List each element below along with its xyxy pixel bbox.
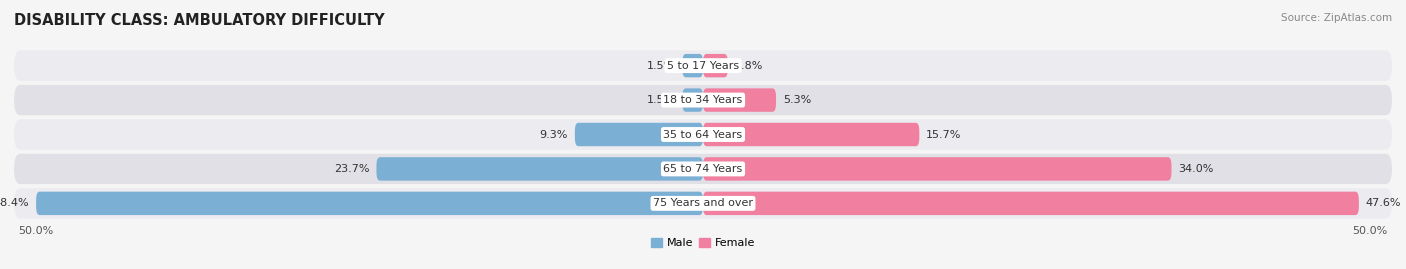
Text: Source: ZipAtlas.com: Source: ZipAtlas.com [1281, 13, 1392, 23]
Text: 75 Years and over: 75 Years and over [652, 198, 754, 208]
FancyBboxPatch shape [703, 123, 920, 146]
Text: 5 to 17 Years: 5 to 17 Years [666, 61, 740, 71]
Text: DISABILITY CLASS: AMBULATORY DIFFICULTY: DISABILITY CLASS: AMBULATORY DIFFICULTY [14, 13, 385, 29]
FancyBboxPatch shape [703, 157, 1171, 181]
Text: 5.3%: 5.3% [783, 95, 811, 105]
Text: 34.0%: 34.0% [1178, 164, 1213, 174]
Text: 50.0%: 50.0% [1353, 226, 1388, 236]
FancyBboxPatch shape [37, 192, 703, 215]
FancyBboxPatch shape [377, 157, 703, 181]
FancyBboxPatch shape [682, 54, 703, 77]
Text: 18 to 34 Years: 18 to 34 Years [664, 95, 742, 105]
FancyBboxPatch shape [703, 88, 776, 112]
Text: 23.7%: 23.7% [335, 164, 370, 174]
Text: 50.0%: 50.0% [18, 226, 53, 236]
Text: 9.3%: 9.3% [540, 129, 568, 140]
FancyBboxPatch shape [14, 154, 1392, 184]
FancyBboxPatch shape [14, 51, 1392, 81]
Text: 1.5%: 1.5% [647, 95, 675, 105]
Text: 47.6%: 47.6% [1365, 198, 1402, 208]
Text: 15.7%: 15.7% [927, 129, 962, 140]
Text: 1.8%: 1.8% [735, 61, 763, 71]
Legend: Male, Female: Male, Female [647, 233, 759, 253]
FancyBboxPatch shape [575, 123, 703, 146]
FancyBboxPatch shape [14, 119, 1392, 150]
FancyBboxPatch shape [682, 88, 703, 112]
FancyBboxPatch shape [703, 54, 728, 77]
Text: 48.4%: 48.4% [0, 198, 30, 208]
FancyBboxPatch shape [14, 188, 1392, 218]
Text: 65 to 74 Years: 65 to 74 Years [664, 164, 742, 174]
FancyBboxPatch shape [14, 85, 1392, 115]
FancyBboxPatch shape [703, 192, 1358, 215]
Text: 35 to 64 Years: 35 to 64 Years [664, 129, 742, 140]
Text: 1.5%: 1.5% [647, 61, 675, 71]
